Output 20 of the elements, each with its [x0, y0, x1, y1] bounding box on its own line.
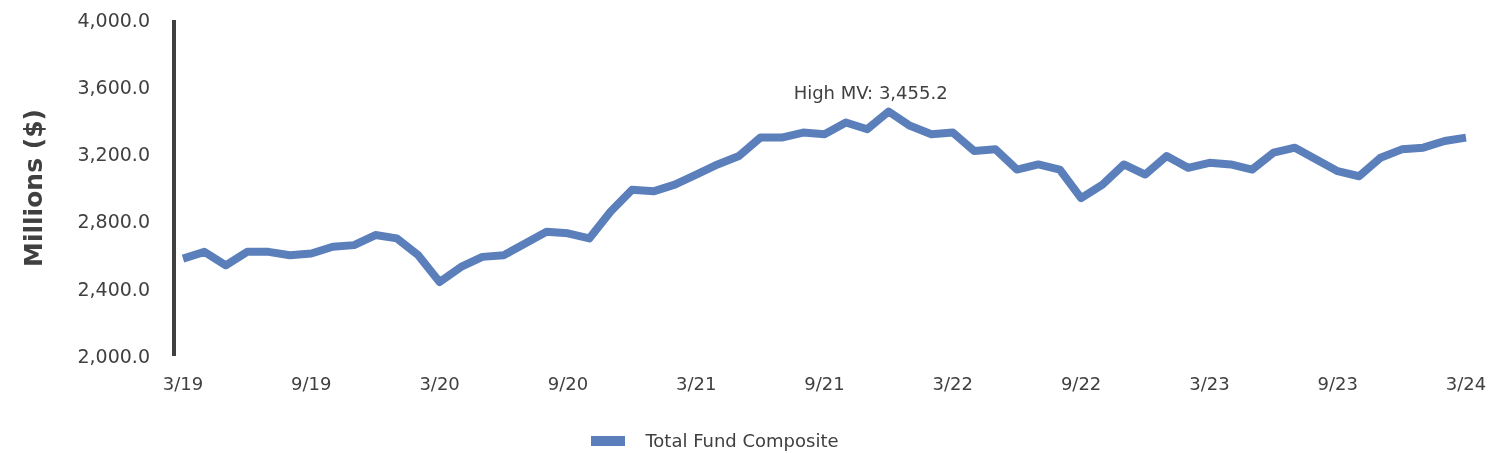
data-label: High MV: 3,455.2 [793, 81, 948, 103]
legend-label: Total Fund Composite [645, 430, 839, 451]
x-tick-label: 9/19 [291, 372, 332, 394]
x-tick-label: 3/21 [675, 372, 717, 394]
y-tick-label: 3,200.0 [77, 143, 150, 166]
x-tick-label: 3/23 [1189, 372, 1230, 394]
y-tick-label: 4,000.0 [77, 8, 150, 31]
y-axis-title: Millions ($) [18, 109, 48, 267]
y-tick-label: 2,400.0 [77, 277, 150, 300]
y-tick-label: 3,600.0 [77, 75, 150, 98]
x-tick-label: 3/22 [932, 372, 974, 394]
x-tick-label: 3/20 [419, 372, 460, 394]
x-tick-label: 9/21 [804, 372, 845, 394]
x-tick-label: 3/24 [1445, 372, 1487, 394]
x-tick-label: 9/22 [1060, 372, 1102, 394]
x-tick-label: 3/19 [162, 372, 204, 394]
x-tick-label: 9/23 [1317, 372, 1358, 394]
y-tick-label: 2,000.0 [77, 344, 150, 367]
x-tick-label: 9/20 [547, 372, 589, 394]
y-tick-label: 2,800.0 [77, 210, 150, 233]
